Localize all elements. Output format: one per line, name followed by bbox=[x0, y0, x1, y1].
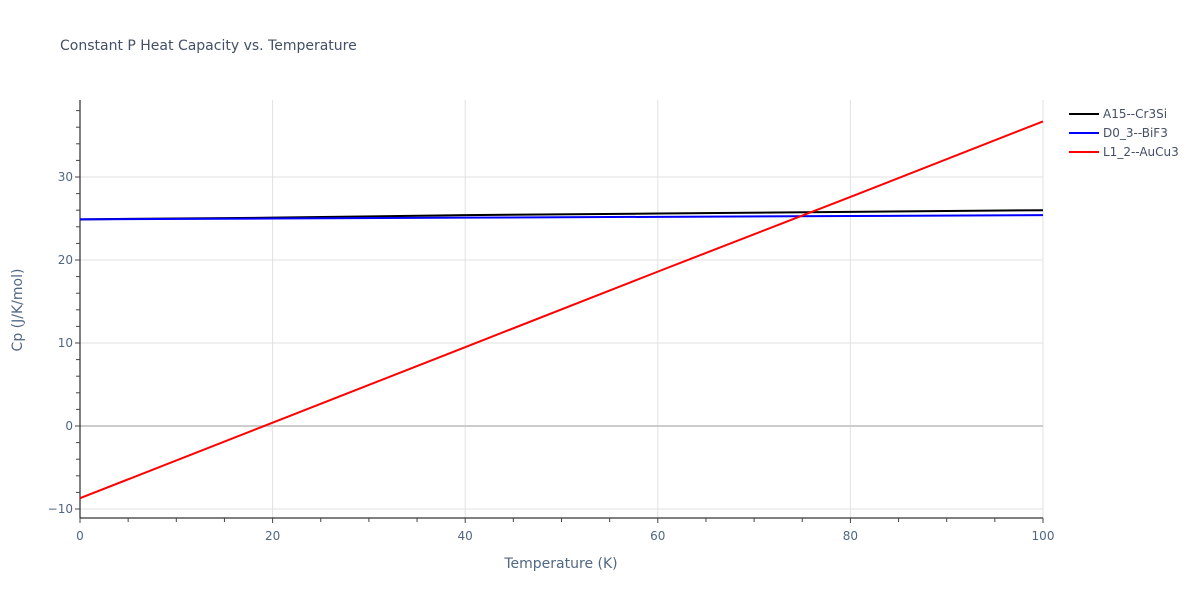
series-line-L1_2--AuCu3 bbox=[79, 120, 1044, 500]
x-tick-label: 20 bbox=[265, 529, 280, 543]
x-tick-label: 100 bbox=[1032, 529, 1055, 543]
legend-item[interactable]: A15--Cr3Si bbox=[1069, 107, 1167, 121]
legend[interactable]: A15--Cr3Si D0_3--BiF3 L1_2--AuCu3 bbox=[1069, 107, 1179, 159]
y-tick-label: −10 bbox=[48, 502, 73, 516]
legend-label: D0_3--BiF3 bbox=[1103, 126, 1168, 140]
y-tick-label: 20 bbox=[58, 253, 73, 267]
legend-item[interactable]: L1_2--AuCu3 bbox=[1069, 145, 1179, 159]
y-tick-label: 0 bbox=[65, 419, 73, 433]
y-tick-label: 30 bbox=[58, 170, 73, 184]
legend-label: A15--Cr3Si bbox=[1103, 107, 1167, 121]
x-tick-label: 40 bbox=[458, 529, 473, 543]
y-tick-label: 10 bbox=[58, 336, 73, 350]
x-tick-label: 60 bbox=[650, 529, 665, 543]
x-tick-label: 0 bbox=[76, 529, 84, 543]
series-lines bbox=[79, 120, 1044, 500]
x-axis-title: Temperature (K) bbox=[503, 556, 617, 572]
chart-title: Constant P Heat Capacity vs. Temperature bbox=[60, 38, 357, 54]
x-tick-label: 80 bbox=[843, 529, 858, 543]
legend-item[interactable]: D0_3--BiF3 bbox=[1069, 126, 1168, 140]
y-axis-title: Cp (J/K/mol) bbox=[10, 269, 26, 352]
legend-label: L1_2--AuCu3 bbox=[1103, 145, 1179, 159]
grid-lines bbox=[80, 100, 1044, 518]
series-line-D0_3--BiF3 bbox=[79, 214, 1044, 221]
